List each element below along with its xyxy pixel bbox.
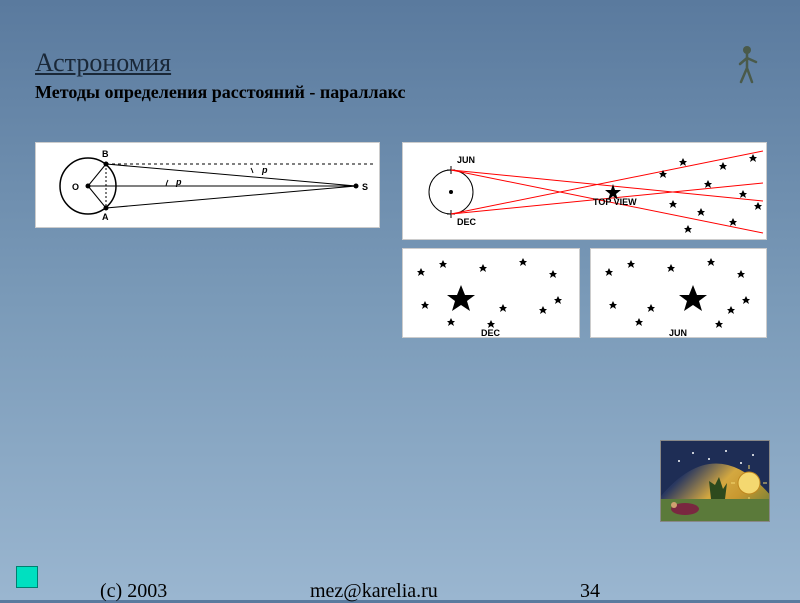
walking-figure-icon (732, 44, 762, 91)
page-title: Астрономия (35, 48, 171, 78)
small-stars-dec (417, 258, 562, 328)
parallax-diagram-left: O B A S p p (35, 142, 380, 228)
label-p2: p (261, 165, 268, 175)
label-s: S (362, 182, 368, 192)
star-panel-jun: JUN (590, 248, 767, 338)
panel-label-dec: DEC (481, 328, 501, 338)
label-p1: p (175, 177, 182, 187)
label-dec: DEC (457, 217, 477, 227)
label-b: B (102, 149, 109, 159)
label-topview: TOP VIEW (593, 197, 637, 207)
flammarion-thumbnail (660, 440, 770, 522)
label-a: A (102, 212, 109, 222)
panel-label-jun: JUN (669, 328, 687, 338)
prev-slide-button[interactable] (16, 566, 38, 588)
label-jun: JUN (457, 155, 475, 165)
background-stars (659, 154, 762, 233)
star-panel-dec: DEC (402, 248, 580, 338)
parallax-topview-diagram: JUN DEC TOP VIEW (402, 142, 767, 240)
page-subtitle: Методы определения расстояний - параллак… (35, 82, 406, 103)
small-stars-jun (605, 258, 750, 328)
label-o: O (72, 182, 79, 192)
